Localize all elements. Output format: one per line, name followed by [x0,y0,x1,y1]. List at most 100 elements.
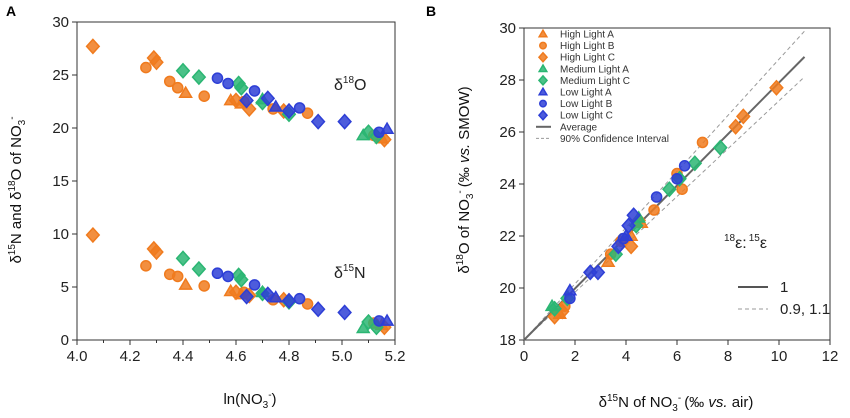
panel-a-point-high-light-c [149,243,164,261]
panel-a-point-high-light-c [228,92,244,109]
panel-b-ytick-label: 18 [499,332,516,349]
panel-b-point-low-light-b [564,292,576,305]
panel-b-legend-swatch [539,99,547,108]
panel-a-ylabel: δ15N and δ18O of NO3- [7,116,28,263]
panel-a-ytick-label: 0 [61,332,69,349]
panel-a-xtick-label: 4.0 [67,348,88,365]
panel-b-legend-swatch [539,41,547,50]
panel-b-point-high-light-c [735,108,751,125]
panel-b-legend-swatch [537,51,549,63]
panel-b-xtick-label: 8 [724,348,732,365]
panel-a-point-low-light-b [211,267,224,280]
panel-a-ytick-label: 20 [52,120,69,137]
panel-b-point-medium-light-c [687,155,703,172]
panel-b-point-high-light-c [769,79,784,96]
panel-a-point-low-light-b [222,270,234,283]
panel-b-legend-swatch [537,109,549,121]
panel-b-ytick-label: 30 [499,20,516,37]
panel-a-ytick-label: 30 [52,14,69,31]
panel-a-point-high-light-b [171,270,184,283]
panel-a-point-high-light-c [85,226,101,244]
panel-a-point-high-light-c [149,54,164,71]
panel-a-point-high-light-b [171,81,184,94]
panel-a-point-high-light-b [198,280,210,292]
panel-a-point-high-light-b [163,75,176,88]
panel-b-ytick-label: 26 [499,124,516,141]
panel-b-point-medium-light-c [547,300,562,317]
panel-b-label: B [426,3,436,19]
panel-b-point-low-light-c [626,207,641,224]
panel-a-point-low-light-c [239,92,254,109]
panel-b-point-low-light-c [611,238,626,255]
panel-a-point-low-light-b [293,292,306,305]
panel-b-ratio-legend-label: 0.9, 1.1 [780,301,830,318]
panel-a-point-low-light-c [260,286,276,303]
panel-b-point-medium-light-c [713,139,728,156]
panel-b-legend-swatch [537,74,549,87]
panel-b-legend-label: Medium Light A [560,64,629,75]
panel-b-xlabel: δ15N of NO3- (‰ vs. air) [599,393,754,414]
panel-b-xtick-label: 10 [771,348,788,365]
panel-a-ytick-label: 15 [52,173,69,190]
panel-a-point-medium-light-c [233,271,249,288]
panel-b-ytick-label: 28 [499,72,516,89]
panel-a-point-low-light-c [281,292,297,309]
panel-b-point-high-light-b [648,204,660,216]
panel-a-xlabel: ln(NO3-) [223,390,276,411]
panel-a-point-low-light-c [239,288,254,305]
panel-b-xtick-label: 12 [822,348,839,365]
panel-b-ratio-title: 18ε: 15ε [724,233,767,252]
panel-a-xtick-label: 4.4 [173,348,194,365]
panel-b-legend-label: High Light A [560,30,614,41]
panel-a-label: A [6,3,16,19]
panel-b-point-low-light-b [678,160,691,172]
panel-a-point-medium-light-c [191,260,207,278]
panel-a-o18-annotation: δ18O [334,75,366,94]
panel-b-ytick-label: 20 [499,280,516,297]
panel-a-point-low-light-a [268,99,284,112]
panel-b-xtick-label: 0 [520,348,528,365]
panel-a-point-low-light-b [293,102,306,114]
panel-b-point-high-light-c [728,118,743,135]
panel-b-point-high-light-a [600,254,616,267]
panel-a-point-high-light-b [198,90,210,102]
panel-b-ylabel: δ18O of NO3-(‰ vs. SMOW) [455,86,476,273]
panel-a-plot: 4.0 4.2 4.4 4.6 4.8 5.0 5.2 0 5 10 15 20 25 30 [52,14,406,365]
panel-a-point-low-light-c [337,304,352,321]
panel-a-point-high-light-b [140,260,152,272]
panel-a-point-high-light-b [140,61,152,74]
panel-a-xtick-label: 5.0 [332,348,353,365]
panel-a-n15-annotation: δ15N [334,263,366,282]
panel-b-legend-label: Medium Light C [560,76,630,87]
panel-a-point-low-light-c [281,102,297,120]
panel-a-point-low-light-b [373,315,385,327]
panel-a-point-low-light-b [211,72,224,84]
panel-a-xtick-label: 4.2 [120,348,141,365]
panel-a-point-high-light-c [228,284,244,301]
panel-a-xtick-label: 4.8 [279,348,300,365]
panel-b-point-low-light-b [650,191,663,203]
panel-b-xtick-label: 6 [673,348,681,365]
panel-b-legend-label: High Light B [560,41,615,52]
panel-a-ytick-label: 10 [52,226,69,243]
panel-a-point-medium-light-c [191,68,207,86]
panel-b-legend-label: Low Light C [560,111,613,122]
panel-a-point-low-light-c [260,90,276,107]
panel-a-xtick-label: 5.2 [385,348,406,365]
panel-b-ytick-label: 24 [499,176,516,193]
panel-a-point-high-light-b [301,107,314,119]
panel-b-point-low-light-c [621,217,636,234]
panel-a-point-medium-light-c [233,79,249,96]
panel-a-point-low-light-b [248,279,261,291]
panel-a-point-high-light-b [301,298,314,310]
panel-b-point-high-light-b [696,136,709,149]
panel-a-xtick-label: 4.6 [226,348,247,365]
panel-b-xtick-label: 4 [622,348,630,365]
panel-a-point-low-light-c [337,113,352,130]
panel-a-point-low-light-b [222,77,234,90]
panel-b-point-high-light-c [623,238,639,255]
panel-a-point-high-light-a [178,85,193,98]
panel-a-ytick-label: 5 [61,279,69,296]
panel-b-ratio-legend-label: 1 [780,279,788,296]
